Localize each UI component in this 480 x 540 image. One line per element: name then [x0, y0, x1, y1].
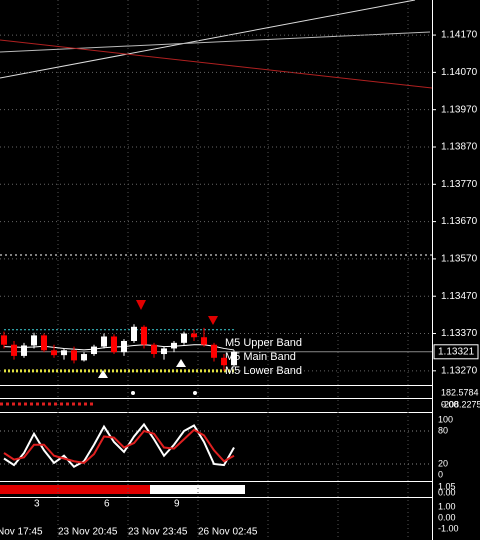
band-legend: M5 Lower Band: [225, 365, 302, 377]
y-tick-label: 1.14070: [441, 67, 478, 78]
candle-body: [131, 326, 137, 341]
candle-body: [61, 350, 67, 356]
candle-body: [11, 344, 17, 356]
candle-body: [71, 350, 77, 361]
stoch-tick-label: 80: [438, 425, 448, 435]
candle-body: [201, 337, 207, 345]
trend-line: [0, 39, 433, 89]
stoch-line: [3, 422, 235, 469]
candle-body: [141, 326, 147, 345]
candle-body: [101, 336, 107, 347]
current-price-box: [433, 344, 479, 360]
x-tick-label: Nov 17:45: [0, 527, 43, 538]
arrows: [98, 300, 218, 378]
candle-body: [151, 344, 157, 355]
candle-body: [191, 333, 197, 338]
y-tick-label: 1.13670: [441, 216, 478, 227]
bottom-tick-label: 1.00: [438, 501, 456, 511]
bottom-tick-label: 0.00: [438, 512, 456, 522]
candle-body: [41, 335, 47, 351]
stoch-line: [3, 428, 235, 464]
panel-separators: [0, 0, 433, 540]
candle-body: [1, 335, 7, 345]
x-tick-label: 23 Nov 23:45: [128, 527, 188, 538]
stoch-tick-label: 20: [438, 458, 448, 468]
osc-tick-label: 182.5784: [441, 387, 479, 397]
stoch-tick-label: 100: [438, 414, 453, 424]
y-tick-label: 1.13770: [441, 179, 478, 190]
bar-tick-label: 1.05: [438, 481, 456, 491]
counter-label: 6: [104, 499, 110, 510]
y-tick-label: 1.13270: [441, 365, 478, 376]
counter-label: 9: [174, 499, 180, 510]
signal-bar: [150, 485, 245, 494]
candle-body: [21, 345, 27, 356]
candle-body: [161, 348, 167, 355]
stoch-tick-label: 0: [438, 469, 443, 479]
current-price-label: 1.13321: [438, 346, 475, 357]
trend-line: [0, 0, 416, 79]
y-tick-label: 1.13570: [441, 254, 478, 265]
x-tick-label: 26 Nov 02:45: [198, 527, 258, 538]
candle-body: [111, 336, 117, 353]
candle-body: [91, 346, 97, 355]
signal-bar: [0, 485, 150, 494]
candle-body: [181, 333, 187, 343]
candle-body: [81, 354, 87, 361]
candle-body: [31, 335, 37, 346]
y-tick-label: 1.14170: [441, 30, 478, 41]
candle-body: [121, 340, 127, 353]
candle-body: [211, 344, 217, 358]
bottom-tick-label: -1.00: [438, 523, 459, 533]
x-tick-label: 23 Nov 20:45: [58, 527, 118, 538]
band-legend: M5 Upper Band: [225, 337, 302, 349]
y-tick-label: 1.13970: [441, 104, 478, 115]
trend-line: [0, 31, 431, 53]
candle-body: [221, 357, 227, 366]
candle-body: [171, 342, 177, 349]
candle-body: [231, 351, 237, 366]
signal-dots: [0, 391, 197, 406]
y-tick-label: 1.13870: [441, 142, 478, 153]
candle-body: [51, 350, 57, 356]
osc-tick-label: -208.2275: [441, 399, 480, 409]
y-tick-label: 1.13370: [441, 328, 478, 339]
counter-label: 3: [34, 499, 40, 510]
y-tick-label: 1.13470: [441, 291, 478, 302]
bar-tick-label: 0.00: [438, 487, 456, 497]
band-legend: M5 Main Band: [225, 351, 296, 363]
osc-tick-label: 0.00: [441, 399, 459, 409]
